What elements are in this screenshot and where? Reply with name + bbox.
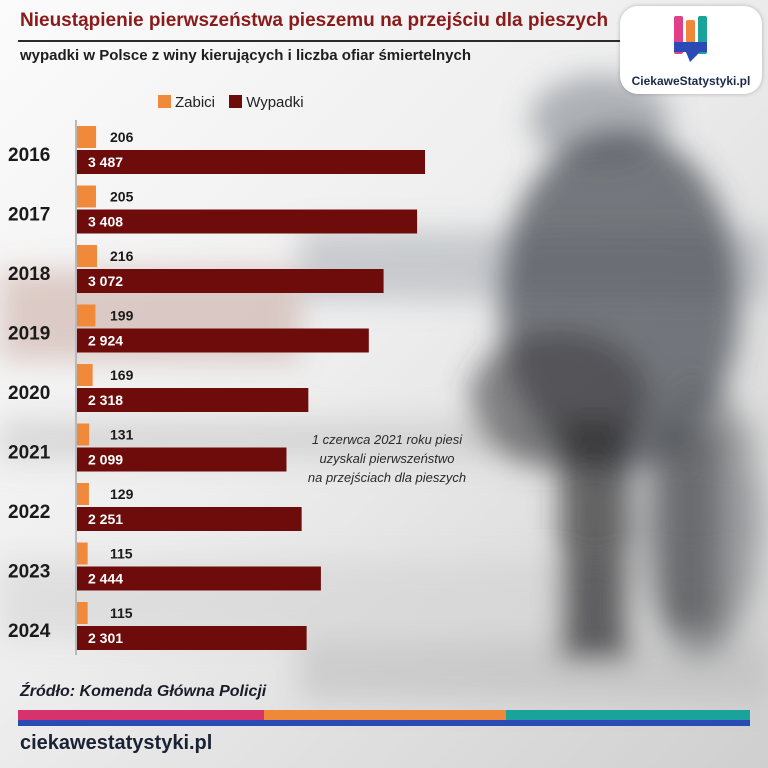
legend-label-accidents: Wypadki (246, 94, 304, 111)
title-divider (18, 40, 628, 42)
data-label-killed-2024: 115 (110, 605, 133, 621)
data-label-accidents-2023: 2 444 (88, 571, 123, 587)
data-label-killed-2021: 131 (110, 427, 134, 443)
data-label-accidents-2016: 3 487 (88, 154, 123, 170)
y-tick-label-2018: 2018 (8, 264, 50, 285)
legend-swatch-accidents (229, 95, 243, 108)
bar-accidents-2020 (77, 388, 309, 412)
legend-item-accidents: Wypadki (229, 94, 304, 111)
legend-item-killed: Zabici (158, 94, 215, 111)
bar-killed-2017 (77, 185, 96, 208)
bar-killed-2021 (77, 423, 90, 446)
bar-killed-2019 (77, 304, 96, 327)
bar-killed-2018 (77, 245, 97, 267)
y-tick-label-2024: 2024 (8, 621, 51, 642)
data-label-accidents-2022: 2 251 (88, 511, 123, 527)
y-tick-label-2020: 2020 (8, 383, 50, 404)
footer-site-link[interactable]: ciekawestatystyki.pl (20, 732, 213, 754)
data-label-accidents-2021: 2 099 (88, 452, 123, 468)
bar-killed-2024 (77, 602, 88, 624)
chart-legend: Zabici Wypadki (158, 94, 314, 111)
annotation-line-3: na przejściach dla pieszych (307, 470, 467, 485)
y-tick-label-2016: 2016 (8, 145, 50, 166)
annotation-note: 1 czerwca 2021 roku piesi uzyskali pierw… (287, 430, 487, 487)
data-label-accidents-2019: 2 924 (88, 333, 123, 349)
bar-accidents-2021 (77, 447, 287, 472)
bar-accidents-2016 (77, 150, 425, 174)
bar-accidents-2022 (77, 507, 302, 531)
y-tick-label-2021: 2021 (8, 443, 51, 464)
annotation-line-1: 1 czerwca 2021 roku piesi (311, 432, 463, 447)
chart-title: Nieustąpienie pierwszeństwa pieszemu na … (20, 10, 609, 31)
legend-label-killed: Zabici (175, 94, 216, 111)
bar-killed-2022 (77, 483, 89, 505)
data-label-killed-2022: 129 (110, 486, 134, 502)
y-tick-label-2023: 2023 (8, 562, 50, 583)
data-label-killed-2023: 115 (110, 546, 133, 562)
bar-killed-2023 (77, 542, 88, 565)
data-label-accidents-2018: 3 072 (88, 273, 123, 289)
chart-subtitle: wypadki w Polsce z winy kierujących i li… (20, 47, 472, 64)
site-logo[interactable]: CiekaweStatystyki.pl (620, 6, 762, 94)
data-label-accidents-2017: 3 408 (88, 214, 123, 230)
data-label-killed-2019: 199 (110, 308, 134, 324)
data-label-killed-2016: 206 (110, 129, 134, 145)
bar-accidents-2023 (77, 566, 321, 591)
y-tick-label-2022: 2022 (8, 502, 50, 523)
bar-accidents-2024 (77, 626, 307, 650)
logo-text: CiekaweStatystyki.pl (631, 74, 751, 88)
bar-accidents-2019 (77, 328, 369, 353)
legend-swatch-killed (158, 95, 171, 108)
bar-killed-2016 (77, 126, 97, 148)
bar-accidents-2017 (77, 209, 418, 234)
data-label-accidents-2024: 2 301 (88, 630, 123, 646)
annotation-line-2: uzyskali pierwszeństwo (319, 451, 455, 466)
data-label-killed-2018: 216 (110, 248, 134, 264)
data-label-accidents-2020: 2 318 (88, 392, 123, 408)
bar-killed-2020 (77, 364, 93, 386)
data-label-killed-2020: 169 (110, 367, 134, 383)
source-note: Źródło: Komenda Główna Policji (20, 683, 267, 700)
color-stripe-divider (18, 710, 750, 726)
bar-chart-logo-icon (674, 16, 707, 62)
data-label-killed-2017: 205 (110, 189, 134, 205)
bar-accidents-2018 (77, 269, 384, 293)
y-tick-label-2017: 2017 (8, 205, 50, 226)
y-tick-label-2019: 2019 (8, 324, 50, 345)
